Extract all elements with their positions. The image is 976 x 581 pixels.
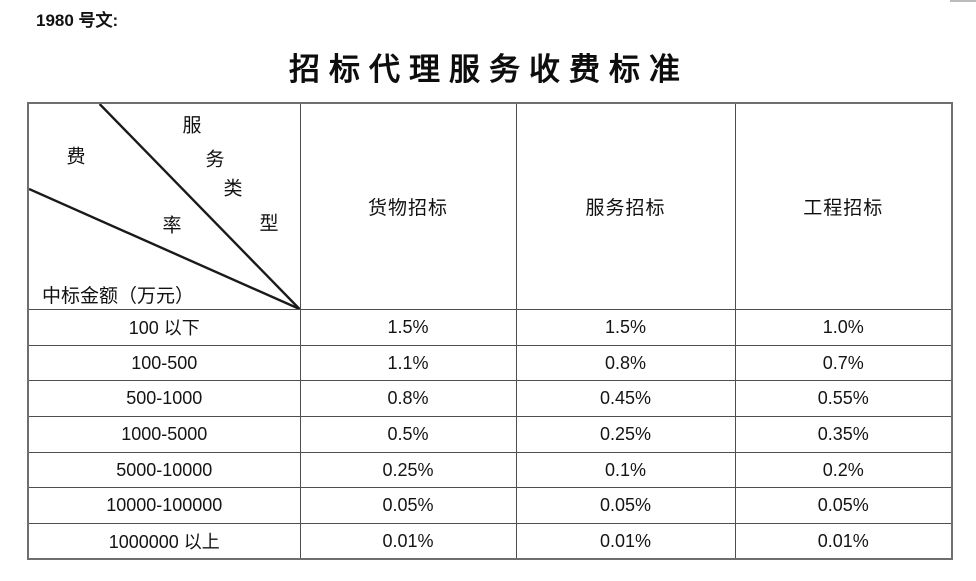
amount-range: 1000000 以上 (27, 523, 301, 560)
table-row: 1000-5000 0.5% 0.25% 0.35% (27, 416, 953, 453)
table-row: 100 以下 1.5% 1.5% 1.0% (27, 309, 953, 346)
column-header-service: 服务招标 (515, 102, 736, 310)
engineering-rate: 0.01% (734, 523, 953, 560)
fee-table: 费 率 服 务 类 型 中标金额（万元） 货物招标 服务招标 工程招标 100 … (27, 102, 953, 561)
goods-rate: 0.25% (299, 451, 517, 489)
service-rate: 0.45% (515, 380, 736, 418)
corner-label-rate-char: 率 (162, 215, 182, 237)
corner-label-service-char-4: 型 (259, 213, 279, 235)
goods-rate: 1.1% (299, 344, 517, 382)
amount-range: 1000-5000 (27, 416, 301, 453)
table-row: 5000-10000 0.25% 0.1% 0.2% (27, 451, 953, 489)
amount-range: 500-1000 (27, 380, 301, 418)
diagonal-divider-lines (29, 104, 299, 309)
goods-rate: 0.8% (299, 380, 517, 418)
service-rate: 0.05% (515, 487, 736, 525)
table-header-row: 费 率 服 务 类 型 中标金额（万元） 货物招标 服务招标 工程招标 (27, 102, 953, 310)
table-row: 100-500 1.1% 0.8% 0.7% (27, 344, 953, 382)
table-row: 1000000 以上 0.01% 0.01% 0.01% (27, 523, 953, 560)
window-edge-fragment (950, 0, 976, 2)
engineering-rate: 0.05% (734, 487, 953, 525)
page-title: 招标代理服务收费标准 (289, 52, 689, 87)
goods-rate: 0.05% (299, 487, 517, 525)
service-rate: 0.8% (515, 344, 736, 382)
corner-label-amount: 中标金额（万元） (42, 286, 195, 307)
engineering-rate: 0.2% (734, 451, 953, 489)
doc-reference: 1980 号文: (36, 11, 119, 30)
engineering-rate: 0.7% (734, 344, 953, 382)
goods-rate: 1.5% (299, 309, 517, 346)
table-corner-cell: 费 率 服 务 类 型 中标金额（万元） (27, 102, 301, 310)
amount-range: 100 以下 (27, 309, 301, 346)
table-row: 10000-100000 0.05% 0.05% 0.05% (27, 487, 953, 525)
amount-range: 5000-10000 (27, 451, 301, 489)
amount-range: 100-500 (27, 344, 301, 382)
engineering-rate: 0.55% (734, 380, 953, 418)
corner-label-fee-char: 费 (66, 146, 86, 168)
goods-rate: 0.01% (299, 523, 517, 560)
corner-label-service-char-1: 服 (182, 115, 202, 137)
column-header-engineering: 工程招标 (734, 102, 953, 310)
service-rate: 0.25% (515, 416, 736, 453)
engineering-rate: 0.35% (734, 416, 953, 453)
service-rate: 1.5% (515, 309, 736, 346)
table-row: 500-1000 0.8% 0.45% 0.55% (27, 380, 953, 418)
service-rate: 0.01% (515, 523, 736, 560)
service-rate: 0.1% (515, 451, 736, 489)
corner-label-service-char-2: 务 (205, 149, 225, 171)
corner-label-service-char-3: 类 (223, 178, 243, 200)
engineering-rate: 1.0% (734, 309, 953, 346)
goods-rate: 0.5% (299, 416, 517, 453)
amount-range: 10000-100000 (27, 487, 301, 525)
column-header-goods: 货物招标 (299, 102, 517, 310)
